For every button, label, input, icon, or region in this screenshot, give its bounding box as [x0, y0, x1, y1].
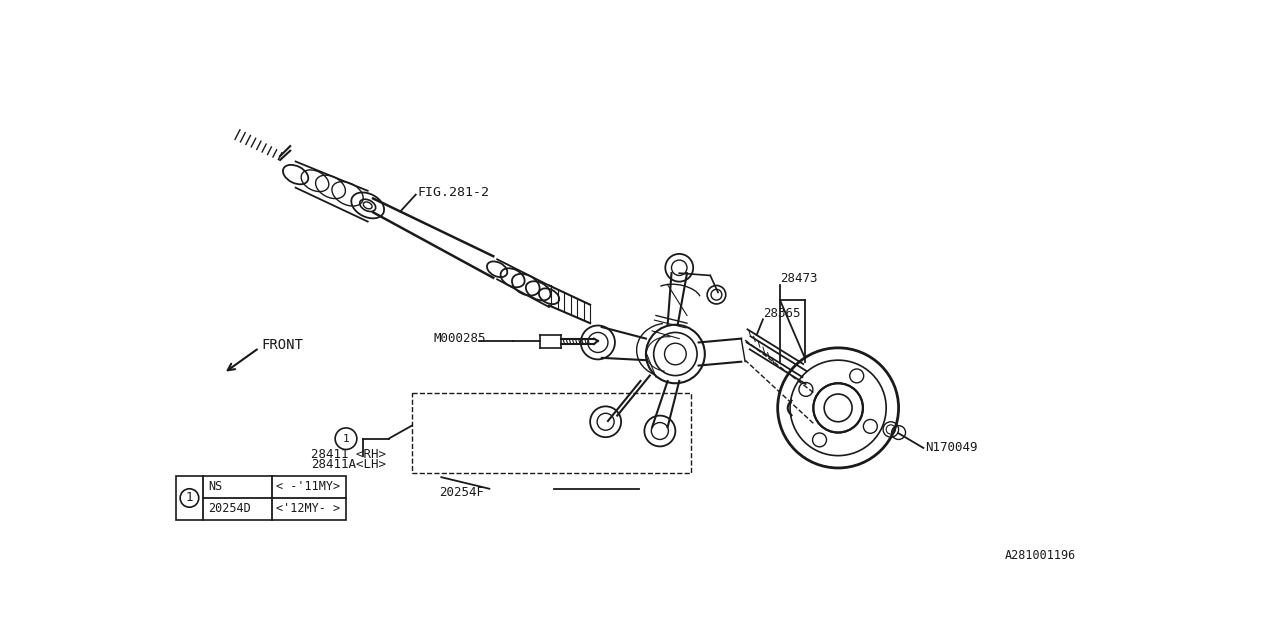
Text: 20254D: 20254D	[209, 502, 251, 515]
Text: 1: 1	[343, 434, 349, 444]
Text: FIG.281-2: FIG.281-2	[417, 186, 489, 199]
Text: 28411A<LH>: 28411A<LH>	[311, 458, 387, 470]
Text: < -'11MY>: < -'11MY>	[276, 480, 340, 493]
Text: N170049: N170049	[925, 442, 978, 454]
Text: 1: 1	[186, 492, 193, 504]
Text: 28473: 28473	[780, 272, 818, 285]
Text: FRONT: FRONT	[261, 338, 303, 352]
Text: 20254F: 20254F	[439, 486, 484, 499]
Bar	[175, 476, 346, 520]
Text: <'12MY- >: <'12MY- >	[276, 502, 340, 515]
Text: 28411 <RH>: 28411 <RH>	[311, 447, 387, 461]
Bar	[412, 392, 691, 474]
Text: NS: NS	[209, 480, 223, 493]
Circle shape	[813, 383, 863, 433]
Text: A281001196: A281001196	[1005, 549, 1076, 563]
Text: M000285: M000285	[434, 332, 486, 345]
Text: 28365: 28365	[763, 307, 800, 320]
